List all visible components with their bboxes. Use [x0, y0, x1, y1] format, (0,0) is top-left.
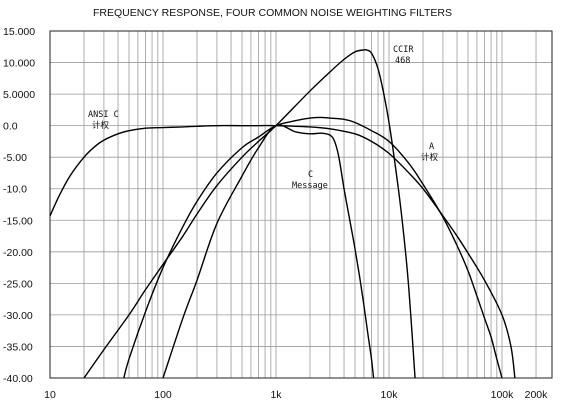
y-tick-label: -20.00 — [3, 247, 33, 259]
y-tick-label: 15.000 — [3, 26, 35, 38]
x-tick-label: 10 — [44, 389, 56, 401]
series-label-ansi-c-line1: ANSI C — [88, 110, 119, 120]
grid — [49, 30, 552, 379]
series-label-a: A 计权 — [421, 142, 439, 163]
y-tick-label: -30.00 — [3, 310, 33, 322]
y-tick-label: -35.00 — [3, 341, 33, 353]
series-ccir-468-line — [83, 48, 416, 379]
series-label-c-message: C Message — [292, 170, 328, 191]
x-tick-label: 1k — [270, 389, 282, 401]
y-tick-label: 5.0000 — [3, 89, 35, 101]
series-label-ansi-c: ANSI C 计权 — [88, 110, 124, 131]
x-axis-ticks: 10 100 1k 10k 100k 200k — [44, 389, 548, 401]
series-label-c-message-line1: C — [308, 170, 313, 180]
series-label-c-message-line2: Message — [292, 181, 328, 191]
series-c-message-line — [162, 124, 375, 379]
series-label-ccir-468-line2: 468 — [395, 56, 410, 66]
y-tick-label: 0.0 — [3, 121, 18, 133]
chart-title: FREQUENCY RESPONSE, FOUR COMMON NOISE WE… — [93, 7, 452, 19]
series-ansi-c-line — [49, 124, 516, 379]
series-curves — [49, 48, 516, 379]
y-tick-label: 10.000 — [3, 58, 35, 70]
x-tick-label: 10k — [381, 389, 399, 401]
plot-frame — [49, 30, 553, 379]
y-tick-label: -15.00 — [3, 215, 33, 227]
series-label-ccir-468: CCIR 468 — [393, 45, 419, 66]
y-axis-ticks: 15.000 10.000 5.0000 0.0 -5.00 -10.0 -15.00 -20… — [3, 26, 35, 385]
x-tick-label: 100 — [154, 389, 172, 401]
series-a-weighting-line — [123, 116, 503, 379]
y-tick-label: -5.00 — [3, 152, 27, 164]
x-tick-label: 100k — [491, 389, 515, 401]
y-tick-label: -25.00 — [3, 278, 33, 290]
series-label-a-line1: A — [429, 142, 434, 152]
y-tick-label: -10.0 — [3, 184, 27, 196]
x-tick-label: 200k — [525, 389, 549, 401]
series-label-ccir-468-line1: CCIR — [393, 45, 414, 55]
series-label-a-line2: 计权 — [421, 152, 439, 163]
y-tick-label: -40.00 — [3, 373, 33, 385]
series-label-ansi-c-line2: 计权 — [92, 120, 110, 131]
